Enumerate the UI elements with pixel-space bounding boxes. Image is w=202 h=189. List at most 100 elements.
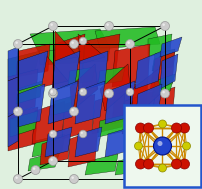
Circle shape xyxy=(127,132,129,134)
Polygon shape xyxy=(149,51,174,91)
Circle shape xyxy=(80,39,82,41)
Polygon shape xyxy=(10,111,38,137)
Polygon shape xyxy=(16,44,50,77)
Polygon shape xyxy=(68,67,95,85)
Polygon shape xyxy=(159,37,181,57)
Circle shape xyxy=(79,88,86,96)
Polygon shape xyxy=(129,69,159,117)
Circle shape xyxy=(14,40,22,49)
Polygon shape xyxy=(42,54,68,87)
Polygon shape xyxy=(53,94,80,115)
Polygon shape xyxy=(32,134,65,157)
Circle shape xyxy=(143,159,153,169)
Circle shape xyxy=(135,159,145,169)
Circle shape xyxy=(48,156,57,166)
Circle shape xyxy=(158,120,166,128)
Polygon shape xyxy=(115,154,147,175)
Circle shape xyxy=(49,88,57,96)
Circle shape xyxy=(171,123,181,133)
Polygon shape xyxy=(78,51,107,91)
Circle shape xyxy=(79,37,86,45)
Circle shape xyxy=(15,109,18,111)
Polygon shape xyxy=(40,134,70,165)
Polygon shape xyxy=(18,84,45,127)
Circle shape xyxy=(49,130,57,138)
Circle shape xyxy=(50,90,53,92)
Circle shape xyxy=(160,22,169,30)
Polygon shape xyxy=(38,47,109,65)
Circle shape xyxy=(106,91,108,93)
Circle shape xyxy=(79,130,86,138)
Polygon shape xyxy=(98,67,124,85)
Polygon shape xyxy=(28,151,60,171)
Polygon shape xyxy=(16,81,42,104)
Circle shape xyxy=(127,41,129,44)
Polygon shape xyxy=(78,34,104,64)
Polygon shape xyxy=(82,34,119,87)
Polygon shape xyxy=(8,107,38,151)
Polygon shape xyxy=(8,69,38,114)
Polygon shape xyxy=(147,34,171,57)
Polygon shape xyxy=(8,51,40,77)
Polygon shape xyxy=(85,154,117,175)
Polygon shape xyxy=(112,44,149,87)
Circle shape xyxy=(14,107,22,116)
Circle shape xyxy=(33,167,35,170)
Circle shape xyxy=(106,23,108,26)
Polygon shape xyxy=(112,81,147,124)
Polygon shape xyxy=(92,91,124,134)
Polygon shape xyxy=(100,64,129,111)
Polygon shape xyxy=(52,34,85,89)
Circle shape xyxy=(50,132,53,134)
Circle shape xyxy=(134,142,142,150)
Polygon shape xyxy=(52,51,80,91)
Circle shape xyxy=(127,90,129,92)
Circle shape xyxy=(71,176,74,179)
Circle shape xyxy=(143,123,153,133)
Polygon shape xyxy=(8,111,18,147)
Circle shape xyxy=(162,91,164,93)
Circle shape xyxy=(125,107,134,116)
Polygon shape xyxy=(68,129,98,167)
Circle shape xyxy=(104,22,113,30)
Circle shape xyxy=(50,158,53,161)
Polygon shape xyxy=(30,29,109,51)
Circle shape xyxy=(80,90,82,92)
Polygon shape xyxy=(151,74,174,97)
Circle shape xyxy=(157,141,162,146)
Polygon shape xyxy=(48,81,78,124)
Circle shape xyxy=(80,132,82,134)
Circle shape xyxy=(179,123,188,133)
Circle shape xyxy=(125,174,134,184)
Polygon shape xyxy=(151,49,174,71)
Polygon shape xyxy=(8,47,18,81)
Circle shape xyxy=(71,109,74,111)
Polygon shape xyxy=(70,64,98,111)
Polygon shape xyxy=(134,51,161,89)
Circle shape xyxy=(127,109,129,111)
Polygon shape xyxy=(134,127,161,157)
Circle shape xyxy=(144,167,147,170)
Circle shape xyxy=(69,174,78,184)
Polygon shape xyxy=(121,91,154,134)
Polygon shape xyxy=(32,101,65,144)
Circle shape xyxy=(179,159,188,169)
Bar xyxy=(123,105,200,187)
Circle shape xyxy=(153,137,171,155)
Circle shape xyxy=(69,107,78,116)
Circle shape xyxy=(14,174,22,184)
Circle shape xyxy=(158,164,166,172)
Polygon shape xyxy=(8,77,18,117)
Polygon shape xyxy=(45,127,72,157)
Circle shape xyxy=(125,40,134,49)
Circle shape xyxy=(31,166,40,174)
Polygon shape xyxy=(149,87,174,127)
Circle shape xyxy=(127,176,129,179)
Circle shape xyxy=(126,130,133,138)
Circle shape xyxy=(48,89,57,98)
Circle shape xyxy=(69,40,78,49)
Circle shape xyxy=(160,89,169,98)
Circle shape xyxy=(162,23,164,26)
Polygon shape xyxy=(124,114,157,137)
Circle shape xyxy=(15,41,18,44)
